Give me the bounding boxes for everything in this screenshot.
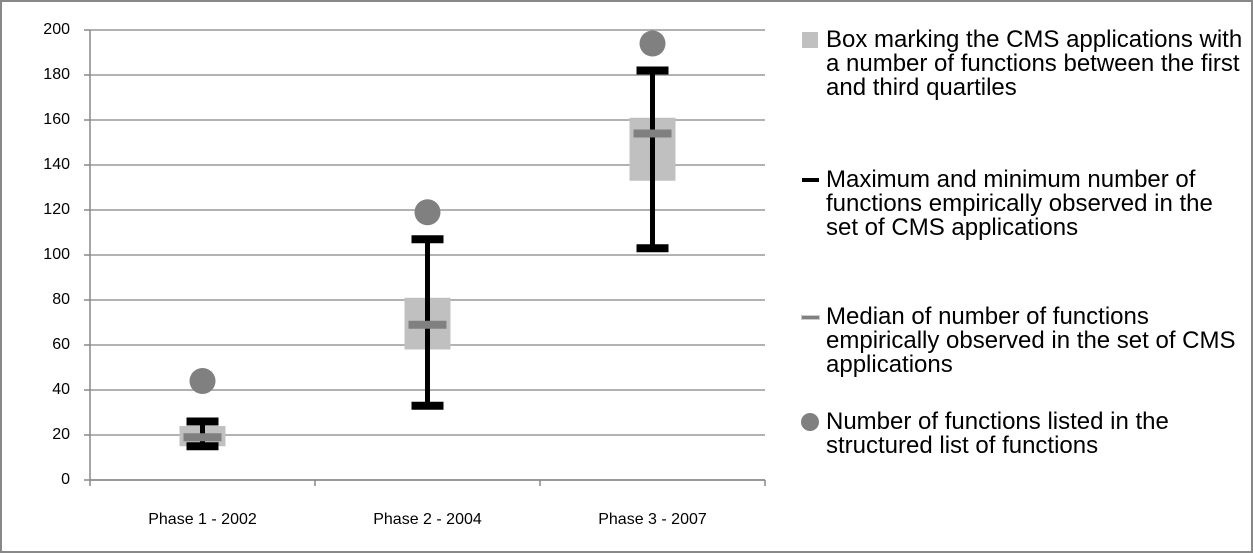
legend-icon [800, 410, 820, 434]
legend-label: Maximum and minimum number of functions … [826, 166, 1213, 241]
y-tick-label: 160 [43, 111, 70, 128]
max-cap [186, 417, 219, 426]
min-cap [186, 442, 219, 451]
min-cap [411, 401, 444, 410]
listed-point [414, 199, 441, 226]
median [183, 433, 222, 442]
legend-icon [800, 305, 820, 329]
y-tick-label: 180 [43, 66, 70, 83]
legend-entry: Number of functions listed in the struct… [800, 410, 1245, 458]
legend-label: Median of number of functions empiricall… [826, 303, 1236, 378]
legend-icon [800, 28, 820, 52]
legend-label: Box marking the CMS applications with a … [826, 26, 1243, 101]
y-tick-label: 100 [43, 246, 70, 263]
y-tick-label: 200 [43, 21, 70, 38]
max-cap [636, 66, 669, 75]
listed-point [189, 368, 216, 394]
y-tick-label: 120 [43, 201, 70, 218]
listed-point [639, 30, 666, 57]
x-tick-label: Phase 2 - 2004 [373, 511, 482, 528]
legend-entry: Median of number of functions empiricall… [800, 305, 1245, 377]
y-tick-label: 80 [52, 291, 70, 308]
legend-label: Number of functions listed in the struct… [826, 408, 1169, 459]
y-tick-label: 20 [52, 426, 70, 443]
max-cap [411, 235, 444, 244]
y-tick-label: 40 [52, 381, 70, 398]
min-cap [636, 244, 669, 253]
x-tick-label: Phase 3 - 2007 [598, 511, 707, 528]
median [408, 320, 447, 329]
legend-entry: Maximum and minimum number of functions … [800, 168, 1245, 240]
median [633, 129, 672, 138]
legend-icon [800, 168, 820, 192]
y-tick-label: 140 [43, 156, 70, 173]
y-tick-label: 0 [61, 471, 70, 488]
y-tick-label: 60 [52, 336, 70, 353]
legend-entry: Box marking the CMS applications with a … [800, 28, 1245, 100]
x-tick-label: Phase 1 - 2002 [148, 511, 257, 528]
